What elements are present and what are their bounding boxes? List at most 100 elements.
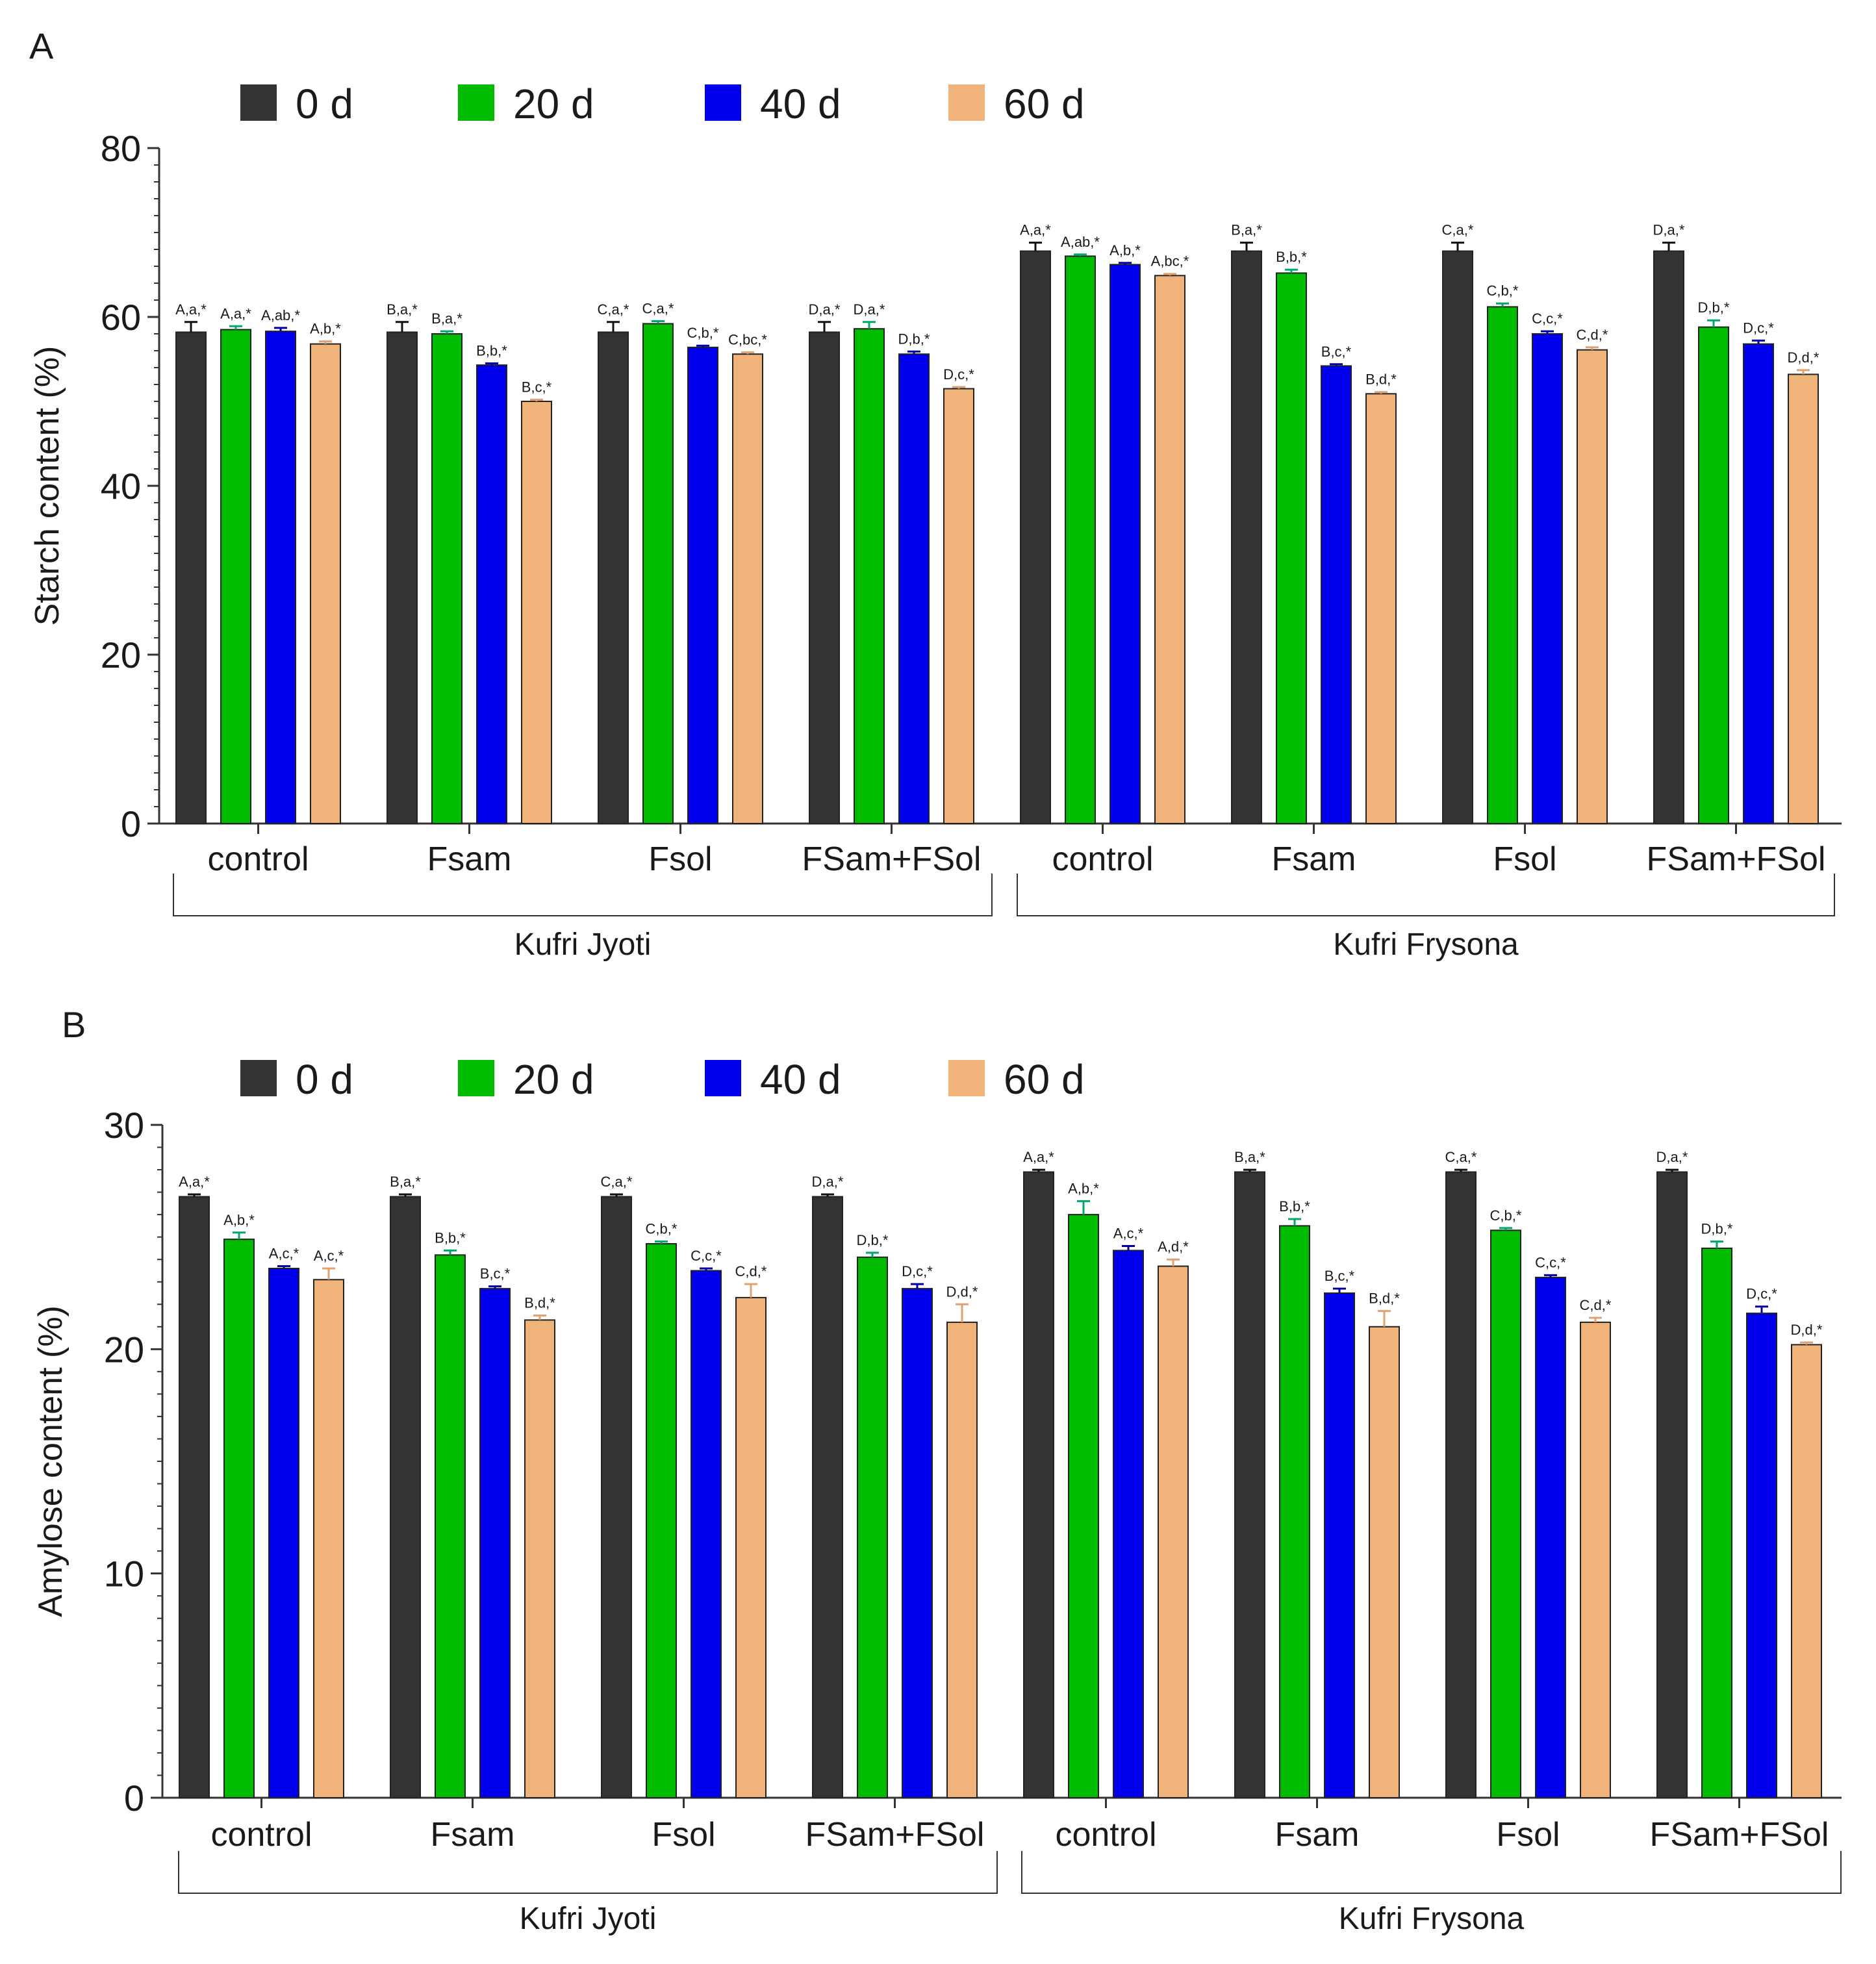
data-label: B,c,*	[1325, 1268, 1355, 1284]
category-label: FSam+FSol	[1650, 1816, 1829, 1854]
bar	[1656, 1171, 1688, 1798]
y-axis-title: Amylose content (%)	[32, 1305, 70, 1617]
bar	[1321, 365, 1352, 824]
bar	[598, 331, 629, 824]
bar	[854, 328, 885, 824]
data-label: C,a,*	[1445, 1149, 1477, 1165]
data-label: A,ab,*	[261, 307, 300, 323]
legend-label: 0 d	[296, 81, 353, 127]
data-label: C,c,*	[691, 1248, 722, 1264]
bar	[687, 346, 718, 824]
data-label: D,b,*	[1701, 1221, 1733, 1237]
category-label: Fsam	[427, 840, 512, 878]
y-tick-label: 60	[101, 297, 141, 338]
bar	[1279, 1225, 1310, 1798]
bar	[1023, 1171, 1054, 1798]
legend-label: 60 d	[1004, 1056, 1085, 1103]
bar	[1580, 1321, 1611, 1798]
data-label: A,b,*	[223, 1212, 255, 1228]
data-label: C,a,*	[598, 301, 629, 318]
data-label: B,b,*	[476, 343, 507, 359]
data-label: C,b,*	[1487, 283, 1519, 299]
bar	[691, 1270, 722, 1798]
bar	[1158, 1265, 1189, 1799]
panel-a: A 0 d 20 d 40 d 60 d 0 20 40 60 80 Starch content …	[29, 25, 1842, 962]
category-label: FSam+FSol	[805, 1816, 985, 1854]
y-tick-label: 20	[101, 635, 141, 675]
bar	[943, 388, 974, 824]
group-label: Kufri Jyoti	[514, 927, 652, 962]
bar	[812, 1196, 843, 1799]
data-label: A,c,*	[1113, 1225, 1144, 1241]
data-label: A,b,*	[1109, 242, 1141, 258]
category-label: Fsol	[648, 840, 712, 878]
bar	[1535, 1276, 1566, 1798]
legend-swatch-0	[240, 1060, 277, 1096]
legend-swatch-1	[458, 1060, 494, 1096]
data-label: D,a,*	[812, 1174, 844, 1190]
data-label: A,d,*	[1158, 1239, 1189, 1255]
bar	[1276, 272, 1307, 824]
data-label: A,a,*	[179, 1174, 210, 1190]
legend-swatch-2	[705, 84, 741, 121]
bar	[1065, 255, 1096, 824]
group-label: Kufri Frysona	[1333, 927, 1519, 962]
data-label: D,c,*	[1746, 1286, 1777, 1302]
category-label: Fsam	[1275, 1816, 1360, 1854]
data-label: A,a,*	[220, 305, 251, 321]
data-label: C,c,*	[1532, 310, 1563, 327]
data-label: B,b,*	[435, 1229, 466, 1246]
bar	[431, 333, 463, 824]
bar	[1487, 306, 1518, 824]
y-tick-label: 80	[101, 128, 141, 169]
category-label: control	[207, 840, 309, 878]
data-label: D,b,*	[898, 331, 930, 347]
bar	[1746, 1313, 1777, 1798]
data-label: C,a,*	[601, 1174, 633, 1190]
data-label: D,c,*	[1743, 320, 1774, 336]
bar	[601, 1196, 632, 1799]
data-label: D,b,*	[1698, 299, 1730, 316]
bar	[1701, 1247, 1732, 1798]
group-bracket	[173, 874, 993, 916]
legend-label: 20 d	[513, 1056, 594, 1103]
bar	[1113, 1250, 1144, 1799]
bar	[1231, 250, 1262, 825]
data-label: C,a,*	[1442, 222, 1474, 238]
data-label: C,b,*	[646, 1221, 678, 1237]
data-label: D,a,*	[1656, 1149, 1688, 1165]
bar	[476, 364, 507, 824]
category-label: Fsol	[652, 1816, 715, 1854]
group-label: Kufri Frysona	[1339, 1902, 1525, 1936]
data-label: D,b,*	[857, 1232, 889, 1248]
panel-letter: B	[62, 1004, 86, 1045]
category-label: Fsam	[1272, 840, 1356, 878]
bar	[265, 331, 296, 825]
bar	[1791, 1344, 1822, 1799]
data-label: D,c,*	[902, 1263, 933, 1279]
legend-label: 40 d	[760, 1056, 841, 1103]
bar	[521, 401, 552, 824]
legend-swatch-2	[705, 1060, 741, 1096]
bar	[1109, 264, 1141, 824]
data-label: B,c,*	[480, 1266, 511, 1282]
category-label: Fsam	[431, 1816, 515, 1854]
bar	[390, 1196, 421, 1799]
data-label: B,d,*	[1369, 1290, 1400, 1307]
data-label: B,a,*	[1234, 1149, 1265, 1165]
y-tick-label: 40	[101, 466, 141, 507]
bar	[732, 353, 763, 824]
bar	[1698, 326, 1729, 825]
category-label: control	[210, 1816, 312, 1854]
data-label: A,c,*	[314, 1248, 344, 1264]
data-label: B,b,*	[1276, 249, 1307, 265]
bar	[1442, 250, 1473, 825]
y-axis-title: Starch content (%)	[29, 346, 66, 626]
bar	[524, 1319, 555, 1798]
y-tick-label: 0	[124, 1778, 144, 1819]
legend-label: 60 d	[1004, 81, 1085, 127]
bar	[646, 1243, 677, 1798]
bar	[642, 323, 674, 824]
